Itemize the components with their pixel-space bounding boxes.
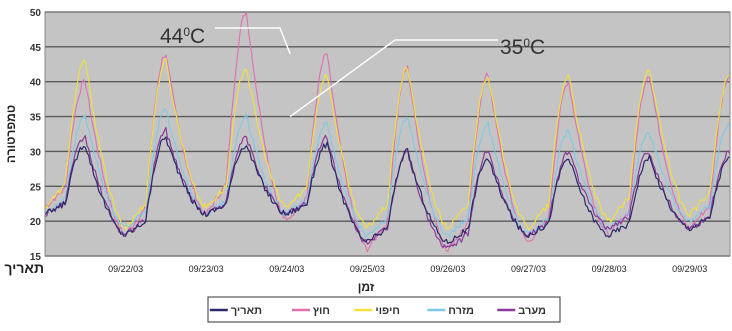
y-axis-title: טמפרטורה xyxy=(4,105,18,163)
y-tick-label: 40 xyxy=(30,78,42,89)
y-tick-label: 25 xyxy=(30,182,42,193)
y-tick-label: 20 xyxy=(30,217,42,228)
x-tick-label: 09/26/03 xyxy=(430,264,465,274)
legend-label: מערב xyxy=(518,305,546,317)
x-tick-label: 09/29/03 xyxy=(672,264,707,274)
y-tick-label: 35 xyxy=(30,113,42,124)
legend-label: חוץ xyxy=(313,305,330,317)
legend-label: מזרח xyxy=(448,305,474,317)
y-tick-labels: 15 20 25 30 35 40 45 50 xyxy=(30,8,42,263)
x-axis-title: זמן xyxy=(358,280,375,294)
y-tick-label: 50 xyxy=(30,8,42,19)
x-tick-label: 09/22/03 xyxy=(108,264,143,274)
y-tick-label: 30 xyxy=(30,147,42,158)
x-axis-name: תאריך xyxy=(4,260,44,276)
annotation-label: 440C xyxy=(160,25,205,48)
x-tick-label: 09/25/03 xyxy=(350,264,385,274)
x-tick-label: 09/28/03 xyxy=(592,264,627,274)
x-tick-labels: 09/22/03 09/23/03 09/24/03 09/25/03 09/26/03… xyxy=(108,264,707,274)
plot-frame xyxy=(44,11,731,257)
annotation-leader xyxy=(289,39,498,118)
x-tick-label: 09/24/03 xyxy=(269,264,304,274)
series-lines xyxy=(44,11,731,253)
series-line xyxy=(44,136,731,245)
x-tick-label: 09/27/03 xyxy=(511,264,546,274)
series-line xyxy=(44,108,731,238)
legend: מערב מזרח חיפוי חוץ תאריך xyxy=(209,305,546,317)
annotation-leader xyxy=(215,27,291,55)
y-tick-label: 45 xyxy=(30,43,42,54)
x-tick-label: 09/23/03 xyxy=(189,264,224,274)
annotation-label: 350C xyxy=(500,36,545,59)
annotations: 440C 350C xyxy=(160,25,545,118)
legend-label: חיפוי xyxy=(375,305,400,317)
y-tick-label: 15 xyxy=(30,252,42,263)
legend-label: תאריך xyxy=(231,305,262,317)
series-line xyxy=(44,58,731,231)
series-line xyxy=(44,126,731,249)
